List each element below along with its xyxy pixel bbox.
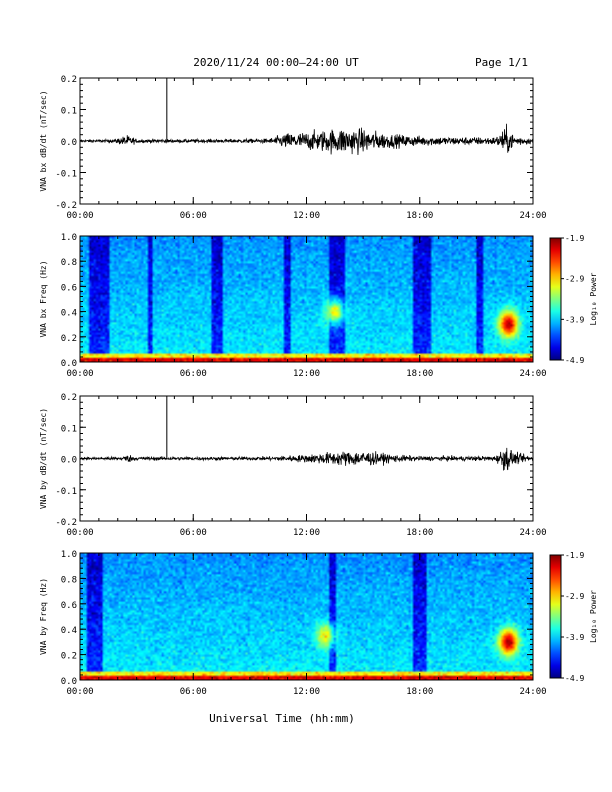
y-axis-label: VNA by Freq (Hz)	[39, 578, 48, 655]
colorbar-tick-label: -4.9	[565, 356, 584, 365]
colorbar	[549, 554, 562, 679]
plot-frame	[79, 552, 534, 681]
plot-frame	[79, 235, 534, 363]
plot-frame	[79, 77, 534, 205]
x-tick-label: 12:00	[293, 687, 320, 697]
y-tick-label: 0.4	[61, 309, 77, 319]
x-tick-label: 24:00	[519, 211, 546, 221]
colorbar	[549, 237, 562, 361]
x-tick-label: 24:00	[519, 687, 546, 697]
x-tick-label: 00:00	[66, 211, 93, 221]
signal-trace	[79, 123, 534, 155]
y-tick-label: 0.6	[61, 601, 77, 611]
y-tick-label: 1.0	[61, 233, 77, 243]
signal-trace	[79, 447, 534, 471]
y-tick-label: -0.2	[55, 518, 77, 528]
y-tick-label: -0.2	[55, 201, 77, 211]
x-tick-label: 06:00	[180, 528, 207, 538]
panel-3: -0.2 -0.1 0.0 0.1 0.2 00:00 06:00 12:00 18:00 24:…	[39, 393, 547, 538]
x-tick-label: 00:00	[66, 528, 93, 538]
x-tick-label: 12:00	[293, 528, 320, 538]
y-tick-label: 0.0	[61, 677, 77, 687]
x-tick-label: 24:00	[519, 528, 546, 538]
x-axis-label: Universal Time (hh:mm)	[209, 712, 355, 725]
y-tick-label: 0.1	[61, 107, 77, 117]
y-tick-label: 0.2	[61, 334, 77, 344]
panel-2: -1.9 -2.9 -3.9 -4.9 Log₁₀ Power 0.0 0.2 0.4 0.6 0…	[39, 233, 598, 379]
colorbar-tick-label: -1.9	[565, 234, 584, 243]
x-tick-label: 18:00	[406, 369, 433, 379]
y-tick-label: 0.2	[61, 75, 77, 85]
y-tick-label: 0.0	[61, 359, 77, 369]
y-axis-label: VNA bx Freq (Hz)	[39, 260, 48, 337]
y-tick-label: 0.0	[61, 138, 77, 148]
spectrogram	[80, 236, 533, 362]
x-tick-label: 12:00	[293, 211, 320, 221]
x-tick-label: 06:00	[180, 211, 207, 221]
y-tick-label: 0.6	[61, 283, 77, 293]
y-axis-label: VNA bx dB/dt (nT/sec)	[39, 90, 48, 191]
y-tick-label: 0.2	[61, 393, 77, 403]
y-tick-label: 0.1	[61, 424, 77, 434]
x-tick-label: 12:00	[293, 369, 320, 379]
y-axis-label: VNA by dB/dt (nT/sec)	[39, 408, 48, 509]
colorbar-tick-label: -4.9	[565, 674, 584, 683]
y-tick-label: 0.8	[61, 575, 77, 585]
x-tick-label: 18:00	[406, 528, 433, 538]
colorbar-tick-label: -3.9	[565, 633, 584, 642]
x-tick-label: 00:00	[66, 369, 93, 379]
colorbar-tick-label: -2.9	[565, 275, 584, 284]
y-tick-label: 0.4	[61, 626, 77, 636]
colorbar-label: Log₁₀ Power	[589, 272, 598, 325]
x-tick-label: 18:00	[406, 687, 433, 697]
colorbar-label: Log₁₀ Power	[589, 590, 598, 643]
colorbar-tick-label: -3.9	[565, 315, 584, 324]
panel-4: -1.9 -2.9 -3.9 -4.9 Log₁₀ Power 0.0 0.2 0.4 0.6 0…	[39, 550, 598, 697]
y-tick-label: 1.0	[61, 550, 77, 560]
y-tick-label: 0.0	[61, 456, 77, 466]
x-tick-label: 06:00	[180, 687, 207, 697]
y-tick-label: -0.1	[55, 170, 77, 180]
colorbar-tick-label: -2.9	[565, 592, 584, 601]
x-tick-label: 24:00	[519, 369, 546, 379]
y-tick-label: -0.1	[55, 487, 77, 497]
y-tick-label: 0.2	[61, 652, 77, 662]
colorbar-tick-label: -1.9	[565, 551, 584, 560]
page-indicator: Page 1/1	[475, 56, 528, 69]
panels: -0.2 -0.1 0.0 0.1 0.2 00:00 06:00 12:00 18:00 24:…	[39, 75, 598, 697]
x-tick-label: 18:00	[406, 211, 433, 221]
figure-title: 2020/11/24 00:00–24:00 UT	[193, 56, 359, 69]
x-tick-label: 00:00	[66, 687, 93, 697]
spectrogram	[80, 553, 533, 680]
x-tick-label: 06:00	[180, 369, 207, 379]
panel-1: -0.2 -0.1 0.0 0.1 0.2 00:00 06:00 12:00 18:00 24:…	[39, 75, 547, 221]
y-tick-label: 0.8	[61, 258, 77, 268]
plot-frame	[79, 395, 534, 522]
